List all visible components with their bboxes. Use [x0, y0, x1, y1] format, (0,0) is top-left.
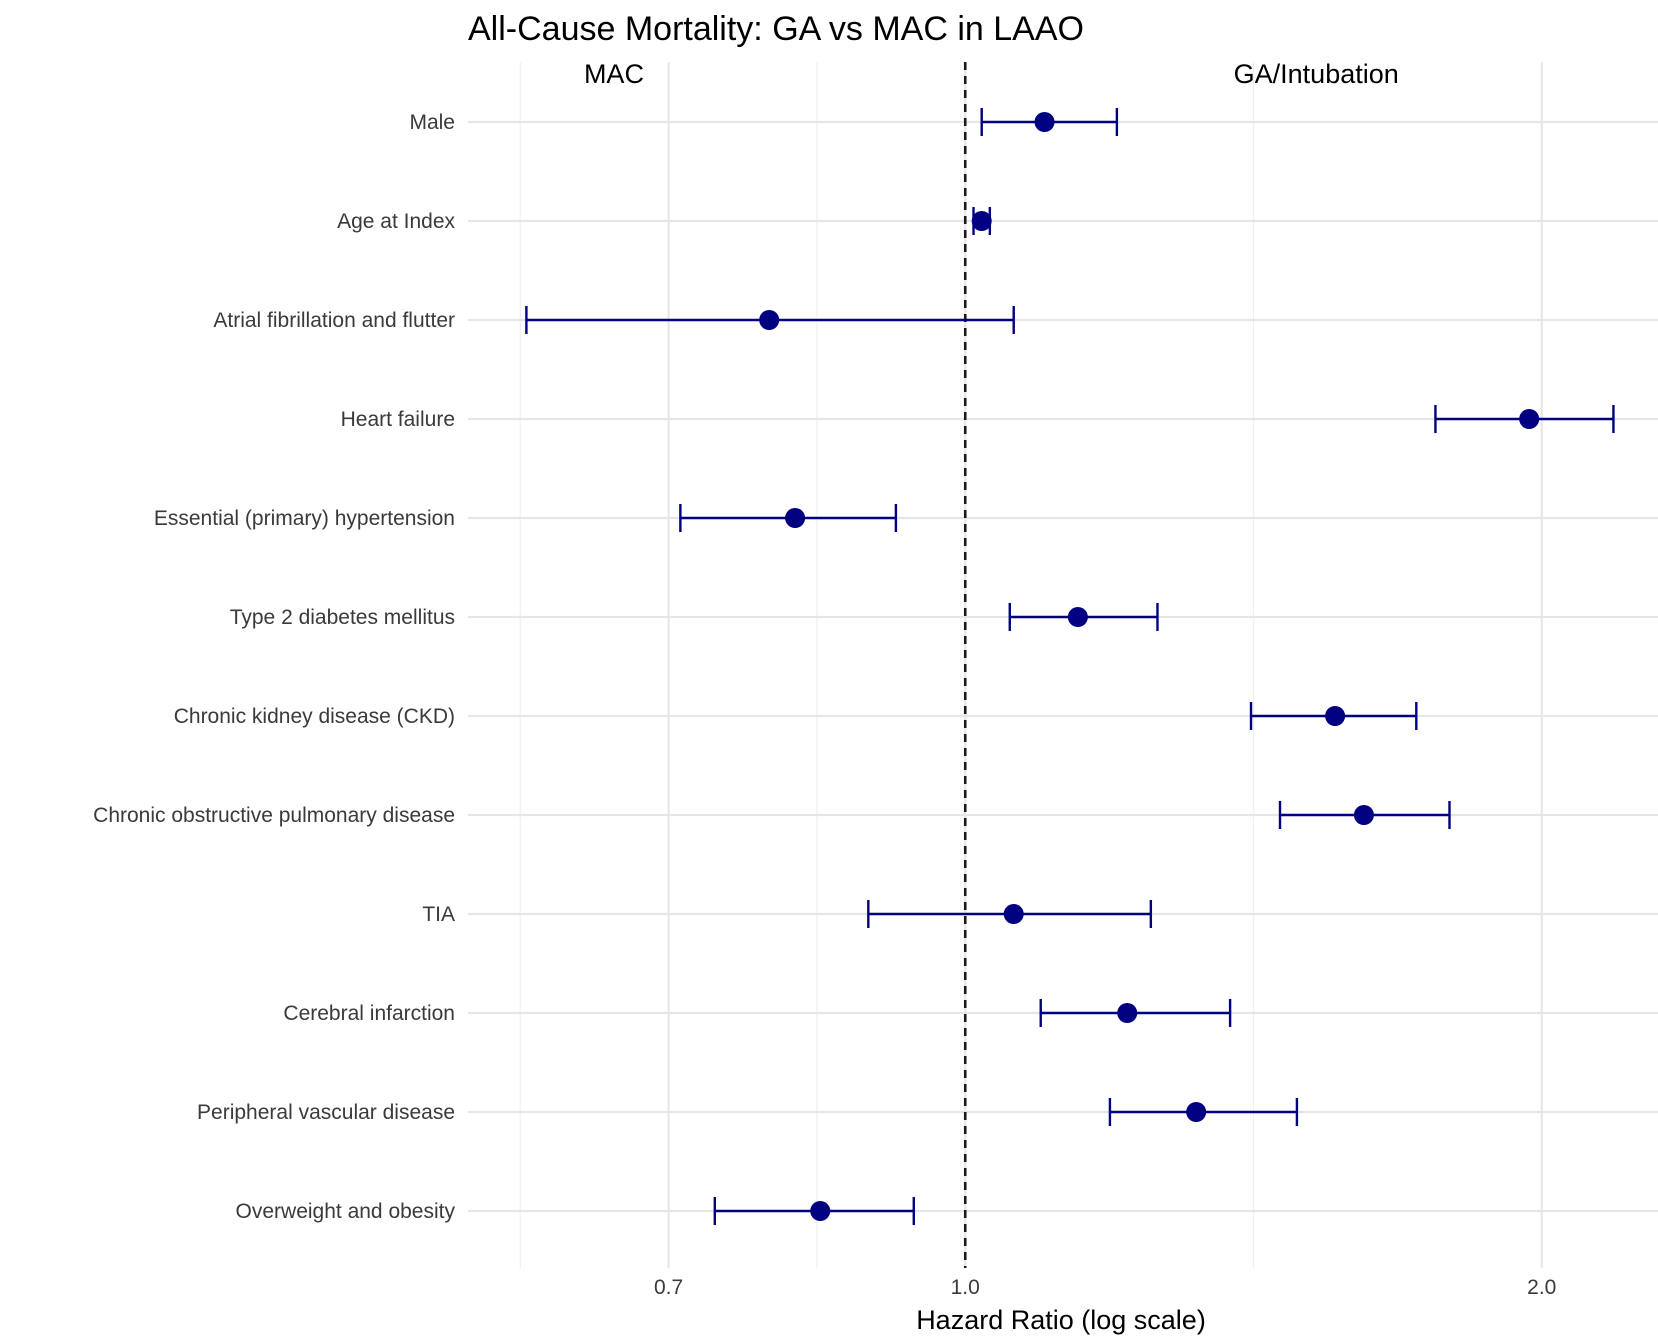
- hazard-ratio-point: [971, 211, 992, 231]
- row-label: Type 2 diabetes mellitus: [230, 606, 455, 629]
- hazard-ratio-point: [1325, 706, 1346, 726]
- row-label: Peripheral vascular disease: [197, 1101, 455, 1124]
- forest-row: TIA: [422, 900, 1153, 928]
- forest-row: Atrial fibrillation and flutter: [213, 306, 1015, 334]
- region-label-mac: MAC: [584, 59, 644, 89]
- hazard-ratio-point: [1117, 1003, 1138, 1023]
- forest-row: Essential (primary) hypertension: [154, 504, 898, 532]
- row-label: Age at Index: [337, 210, 455, 233]
- forest-row: Chronic kidney disease (CKD): [174, 702, 1418, 730]
- region-label-ga: GA/Intubation: [1234, 59, 1399, 89]
- row-label: Essential (primary) hypertension: [154, 507, 455, 530]
- forest-row: Peripheral vascular disease: [197, 1098, 1299, 1126]
- row-label: Overweight and obesity: [236, 1200, 456, 1223]
- forest-rows: Male Age at Index Atrial fibrillation and …: [93, 108, 1615, 1225]
- row-label: TIA: [422, 903, 455, 926]
- forest-row: Cerebral infarction: [283, 999, 1232, 1027]
- row-label: Cerebral infarction: [283, 1002, 455, 1025]
- x-tick-label: 2.0: [1527, 1276, 1556, 1299]
- hazard-ratio-point: [1067, 607, 1088, 627]
- hazard-ratio-point: [785, 508, 806, 528]
- chart-title: All-Cause Mortality: GA vs MAC in LAAO: [468, 10, 1084, 48]
- forest-row: Male: [409, 108, 1119, 136]
- row-label: Chronic kidney disease (CKD): [174, 705, 455, 728]
- hazard-ratio-point: [810, 1201, 831, 1221]
- x-tick-label: 0.7: [654, 1276, 683, 1299]
- x-tick-label: 1.0: [951, 1276, 980, 1299]
- hazard-ratio-point: [1353, 805, 1374, 825]
- hazard-ratio-point: [1186, 1102, 1207, 1122]
- hazard-ratio-point: [1034, 112, 1055, 132]
- gridlines: [468, 62, 1658, 1268]
- x-axis-ticks: 0.7 1.0 2.0: [654, 1276, 1556, 1299]
- row-label: Heart failure: [341, 408, 455, 431]
- x-axis-label: Hazard Ratio (log scale): [916, 1305, 1206, 1335]
- row-label: Atrial fibrillation and flutter: [213, 309, 455, 332]
- forest-row: Age at Index: [337, 207, 992, 235]
- forest-row: Type 2 diabetes mellitus: [230, 603, 1159, 631]
- hazard-ratio-point: [1003, 904, 1024, 924]
- hazard-ratio-point: [759, 310, 780, 330]
- forest-row: Heart failure: [341, 405, 1615, 433]
- row-label: Male: [409, 111, 455, 134]
- forest-row: Chronic obstructive pulmonary disease: [93, 801, 1451, 829]
- hazard-ratio-point: [1519, 409, 1540, 429]
- row-label: Chronic obstructive pulmonary disease: [93, 804, 455, 827]
- forest-row: Overweight and obesity: [236, 1197, 915, 1225]
